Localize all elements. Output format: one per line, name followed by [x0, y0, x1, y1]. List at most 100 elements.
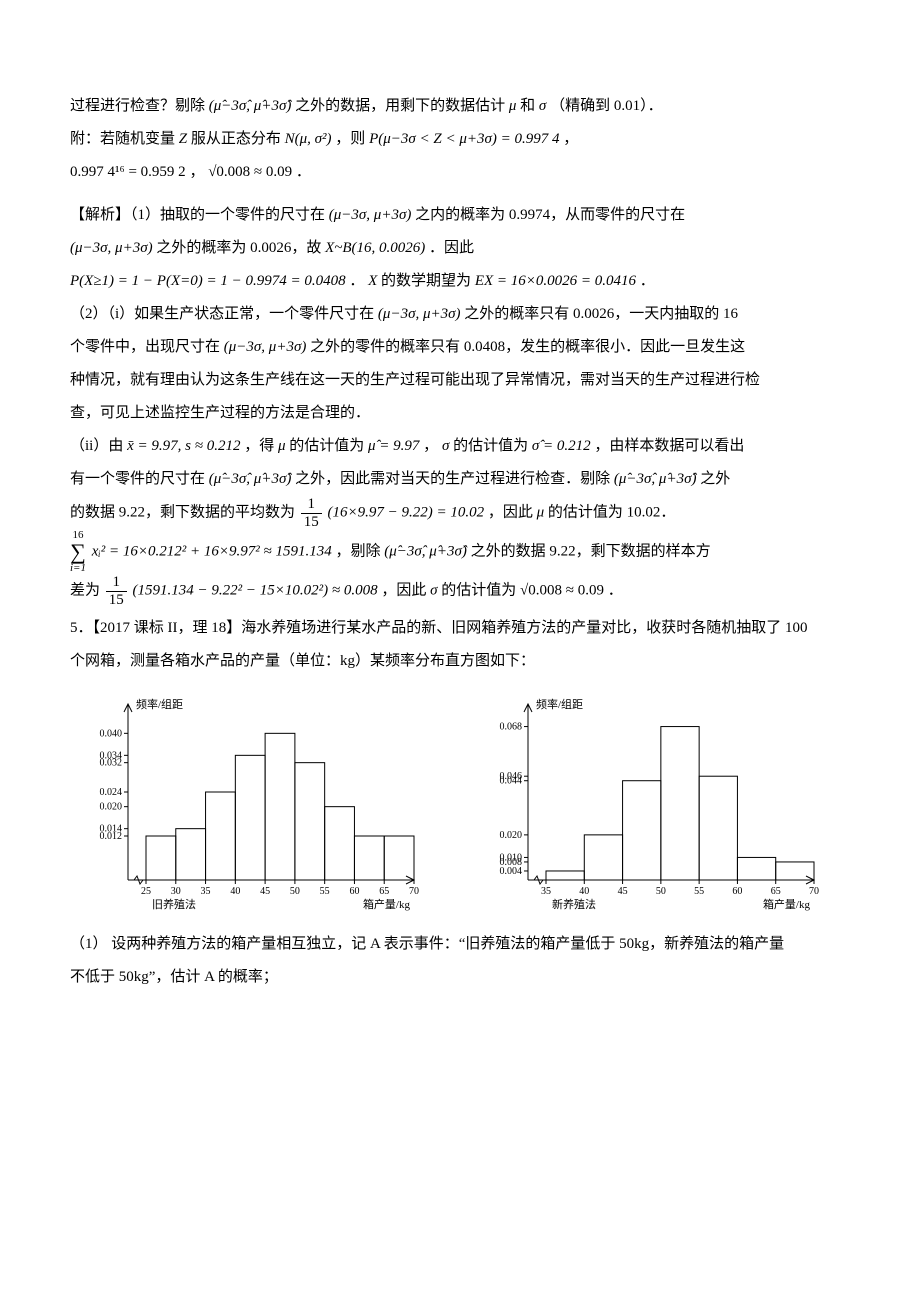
- svg-text:40: 40: [230, 886, 240, 897]
- svg-text:0.020: 0.020: [500, 830, 523, 841]
- svg-text:箱产量/kg: 箱产量/kg: [763, 897, 811, 911]
- text: 的估计值为: [453, 438, 532, 454]
- svg-text:0.034: 0.034: [100, 750, 123, 761]
- text: ，: [189, 164, 204, 180]
- paragraph: 差为 1 15 (1591.134 − 9.22² − 15×10.02²) ≈…: [70, 574, 850, 608]
- text: 个零件中，出现尺寸在: [70, 339, 224, 355]
- text: ，因此: [488, 504, 537, 520]
- math: μ: [509, 98, 517, 114]
- math: xᵢ² = 16×0.212² + 16×9.97² ≈ 1591.134: [92, 543, 332, 559]
- math: μ: [278, 438, 286, 454]
- paragraph: （2）（i）如果生产状态正常，一个零件尺寸在 (μ−3σ, μ+3σ) 之外的概…: [70, 298, 850, 331]
- svg-text:50: 50: [290, 886, 300, 897]
- sum-symbol: 16 ∑ i=1: [70, 530, 86, 574]
- fraction: 1 15: [106, 574, 127, 608]
- math: σ̂ = 0.212: [532, 438, 591, 454]
- paragraph: 5．【2017 课标 II，理 18】海水养殖场进行某水产品的新、旧网箱养殖方法…: [70, 612, 850, 645]
- svg-text:25: 25: [141, 886, 151, 897]
- math: μ: [537, 504, 545, 520]
- svg-text:50: 50: [656, 886, 666, 897]
- text: （ii）由: [70, 438, 127, 454]
- math: x̄ = 9.97, s ≈ 0.212: [127, 438, 240, 454]
- text: 个网箱，测量各箱水产品的产量（单位：kg）某频率分布直方图如下：: [70, 653, 535, 669]
- svg-text:65: 65: [379, 886, 389, 897]
- text: 和: [520, 98, 539, 114]
- text: （2）（i）如果生产状态正常，一个零件尺寸在: [70, 306, 378, 322]
- math: σ: [442, 438, 449, 454]
- math: σ: [430, 582, 437, 598]
- paragraph: 个网箱，测量各箱水产品的产量（单位：kg）某频率分布直方图如下：: [70, 645, 850, 678]
- paragraph: 【解析】（1）抽取的一个零件的尺寸在 (μ−3σ, μ+3σ) 之内的概率为 0…: [70, 199, 850, 232]
- math: (μ−3σ, μ+3σ): [70, 240, 153, 256]
- text: ．因此: [429, 240, 474, 256]
- math: (μ̂−3σ̂, μ̂+3σ̂): [209, 98, 292, 114]
- text: 之外的概率为 0.0026，故: [156, 240, 325, 256]
- text: 之内的概率为 0.9974，从而零件的尺寸在: [415, 207, 685, 223]
- text: 的估计值为: [441, 582, 520, 598]
- svg-text:70: 70: [409, 886, 419, 897]
- svg-text:40: 40: [579, 886, 589, 897]
- math: X~B(16, 0.0026): [325, 240, 425, 256]
- text: 附：若随机变量: [70, 131, 179, 147]
- sigma-icon: ∑: [70, 541, 86, 563]
- svg-text:45: 45: [618, 886, 628, 897]
- paragraph: P(X≥1) = 1 − P(X=0) = 1 − 0.9974 = 0.040…: [70, 265, 850, 298]
- text: 差为: [70, 582, 104, 598]
- math: EX = 16×0.0026 = 0.0416: [475, 273, 636, 289]
- paragraph: 过程进行检查？剔除 (μ̂−3σ̂, μ̂+3σ̂) 之外的数据，用剩下的数据估…: [70, 90, 850, 123]
- math: √0.008 ≈ 0.09: [208, 164, 292, 180]
- text: 的数据 9.22，剩下数据的平均数为: [70, 504, 299, 520]
- svg-text:0.040: 0.040: [100, 728, 123, 739]
- math: (μ̂−3σ̂, μ̂+3σ̂): [384, 543, 467, 559]
- math: P(X≥1) = 1 − P(X=0) = 1 − 0.9974 = 0.040…: [70, 273, 346, 289]
- paragraph: （ii）由 x̄ = 9.97, s ≈ 0.212 ，得 μ 的估计值为 μ̂…: [70, 430, 850, 463]
- paragraph: 的数据 9.22，剩下数据的平均数为 1 15 (16×9.97 − 9.22)…: [70, 496, 850, 530]
- svg-text:35: 35: [541, 886, 551, 897]
- text: ．: [640, 273, 655, 289]
- svg-text:0.068: 0.068: [500, 722, 523, 733]
- document-page: 过程进行检查？剔除 (μ̂−3σ̂, μ̂+3σ̂) 之外的数据，用剩下的数据估…: [0, 0, 920, 1054]
- svg-text:60: 60: [349, 886, 359, 897]
- paragraph: 有一个零件的尺寸在 (μ̂−3σ̂, μ̂+3σ̂) 之外，因此需对当天的生产过…: [70, 463, 850, 496]
- denominator: 15: [106, 592, 127, 609]
- paragraph: 不低于 50kg”，估计 A 的概率；: [70, 961, 850, 994]
- svg-text:新养殖法: 新养殖法: [552, 897, 596, 911]
- fraction: 1 15: [301, 496, 322, 530]
- math: (μ̂−3σ̂, μ̂+3σ̂): [614, 471, 697, 487]
- text: 之外的零件的概率只有 0.0408，发生的概率很小．因此一旦发生这: [310, 339, 745, 355]
- math: (μ̂−3σ̂, μ̂+3σ̂): [209, 471, 292, 487]
- math: Z: [179, 131, 187, 147]
- math: μ̂ = 9.97: [368, 438, 419, 454]
- text: ，因此: [381, 582, 430, 598]
- math: (1591.134 − 9.22² − 15×10.02²) ≈ 0.008: [133, 582, 378, 598]
- svg-text:35: 35: [201, 886, 211, 897]
- math: (16×9.97 − 9.22) = 10.02: [328, 504, 485, 520]
- text: （1） 设两种养殖方法的箱产量相互独立，记 A 表示事件：“旧养殖法的箱产量低于…: [70, 936, 784, 952]
- paragraph: (μ−3σ, μ+3σ) 之外的概率为 0.0026，故 X~B(16, 0.0…: [70, 232, 850, 265]
- math: (μ−3σ, μ+3σ): [224, 339, 307, 355]
- svg-text:65: 65: [771, 886, 781, 897]
- svg-text:0.024: 0.024: [100, 787, 123, 798]
- text: 有一个零件的尺寸在: [70, 471, 209, 487]
- text: ，由样本数据可以看出: [594, 438, 744, 454]
- svg-text:频率/组距: 频率/组距: [136, 697, 183, 711]
- text: 过程进行检查？剔除: [70, 98, 209, 114]
- math: P(μ−3σ < Z < μ+3σ) = 0.997 4: [369, 131, 559, 147]
- paragraph: 16 ∑ i=1 xᵢ² = 16×0.212² + 16×9.97² ≈ 15…: [70, 530, 850, 574]
- text: 种情况，就有理由认为这条生产线在这一天的生产过程可能出现了异常情况，需对当天的生…: [70, 372, 760, 388]
- chart-left: 频率/组距箱产量/kg旧养殖法0.0120.0140.0200.0240.032…: [70, 690, 430, 920]
- math: X: [368, 273, 377, 289]
- text: ．: [349, 273, 364, 289]
- svg-text:45: 45: [260, 886, 270, 897]
- svg-text:0.010: 0.010: [500, 852, 523, 863]
- svg-text:70: 70: [809, 886, 819, 897]
- svg-text:0.046: 0.046: [500, 771, 523, 782]
- text: 之外的数据，用剩下的数据估计: [295, 98, 509, 114]
- text: 【解析】（1）抽取的一个零件的尺寸在: [70, 207, 329, 223]
- text: 之外的概率只有 0.0026，一天内抽取的 16: [464, 306, 738, 322]
- text: ．: [296, 164, 311, 180]
- numerator: 1: [106, 574, 127, 592]
- text: 5．【2017 课标 II，理 18】海水养殖场进行某水产品的新、旧网箱养殖方法…: [70, 620, 808, 636]
- paragraph: 个零件中，出现尺寸在 (μ−3σ, μ+3σ) 之外的零件的概率只有 0.040…: [70, 331, 850, 364]
- paragraph: 查，可见上述监控生产过程的方法是合理的．: [70, 397, 850, 430]
